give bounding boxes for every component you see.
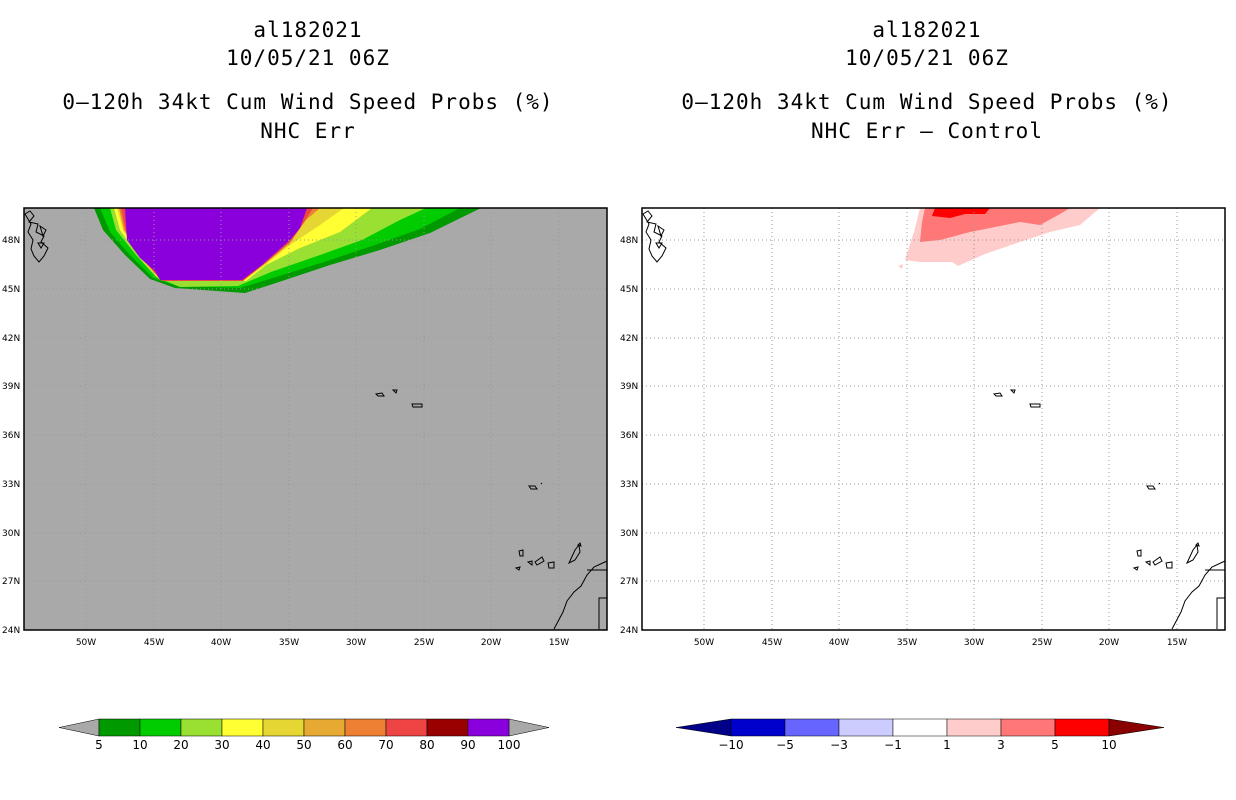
left-colorbar-swatch xyxy=(262,718,305,737)
right-lat-24n: 24N xyxy=(620,626,638,636)
left-colorbar-swatch xyxy=(385,718,428,737)
right-storm-id: al182021 xyxy=(872,18,982,42)
left-lon-20w: 20W xyxy=(481,638,501,648)
right-lon-20w: 20W xyxy=(1099,638,1119,648)
right-colorbar-swatch xyxy=(838,718,894,737)
left-datetime: 10/05/21 06Z xyxy=(226,46,390,70)
left-colorbar-swatch xyxy=(180,718,223,737)
right-colorbar-high-end-triangle xyxy=(1108,718,1165,737)
right-colorbar-swatch xyxy=(730,718,786,737)
left-colorbar-label: 90 xyxy=(460,738,475,752)
left-colorbar-swatch xyxy=(98,718,141,737)
right-lon-30w: 30W xyxy=(964,638,984,648)
right-colorbar-low-end-triangle xyxy=(675,718,732,737)
right-lon-35w: 35W xyxy=(897,638,917,648)
right-colorbar-swatch xyxy=(784,718,840,737)
right-map-background xyxy=(642,208,1225,630)
right-lat-45n: 45N xyxy=(620,285,638,295)
left-colorbar: 5 10 20 30 40 50 60 70 80 90 100 xyxy=(58,718,550,752)
left-colorbar-swatch xyxy=(139,718,182,737)
right-lon-25w: 25W xyxy=(1032,638,1052,648)
diff-speck xyxy=(898,264,903,269)
left-subtitle: NHC Err xyxy=(260,119,356,143)
left-map-background xyxy=(24,208,607,630)
left-lat-24n: 24N xyxy=(2,626,20,636)
left-lon-50w: 50W xyxy=(76,638,96,648)
left-lon-45w: 45W xyxy=(144,638,164,648)
left-lat-33n: 33N xyxy=(2,480,20,490)
right-colorbar-label: 3 xyxy=(997,738,1005,752)
left-lon-40w: 40W xyxy=(211,638,231,648)
left-colorbar-swatch xyxy=(303,718,346,737)
right-colorbar-label: 1 xyxy=(943,738,951,752)
left-lat-48n: 48N xyxy=(2,236,20,246)
left-colorbar-label: 5 xyxy=(95,738,103,752)
right-colorbar-swatch xyxy=(1054,718,1110,737)
right-colorbar-swatch xyxy=(892,718,948,737)
right-lon-15w: 15W xyxy=(1167,638,1187,648)
diff-band-5-to-10 xyxy=(932,208,990,218)
right-map xyxy=(641,207,1226,631)
left-colorbar-high-end-triangle xyxy=(508,718,550,737)
prob-band-100 xyxy=(125,208,307,280)
right-colorbar-label: 5 xyxy=(1051,738,1059,752)
left-colorbar-label: 20 xyxy=(173,738,188,752)
right-colorbar-label: −3 xyxy=(830,738,848,752)
left-product-title: 0–120h 34kt Cum Wind Speed Probs (%) xyxy=(62,90,554,114)
right-colorbar: −10 −5 −3 −1 1 3 5 10 xyxy=(675,718,1165,752)
left-colorbar-label: 10 xyxy=(132,738,147,752)
left-colorbar-swatch xyxy=(467,718,510,737)
right-lon-45w: 45W xyxy=(762,638,782,648)
right-lat-27n: 27N xyxy=(620,577,638,587)
left-lat-45n: 45N xyxy=(2,285,20,295)
left-lon-25w: 25W xyxy=(414,638,434,648)
right-product-title: 0–120h 34kt Cum Wind Speed Probs (%) xyxy=(681,90,1173,114)
left-storm-id: al182021 xyxy=(253,18,363,42)
diff-band-3-to-5 xyxy=(920,208,1070,242)
left-colorbar-low-end-triangle xyxy=(58,718,100,737)
right-lat-36n: 36N xyxy=(620,431,638,441)
left-lat-27n: 27N xyxy=(2,577,20,587)
left-lon-15w: 15W xyxy=(549,638,569,648)
right-datetime: 10/05/21 06Z xyxy=(845,46,1009,70)
left-colorbar-swatch xyxy=(344,718,387,737)
left-lon-35w: 35W xyxy=(279,638,299,648)
left-colorbar-label: 70 xyxy=(378,738,393,752)
right-colorbar-swatch xyxy=(1000,718,1056,737)
right-colorbar-swatch xyxy=(946,718,1002,737)
left-colorbar-swatch xyxy=(426,718,469,737)
right-lon-40w: 40W xyxy=(829,638,849,648)
right-colorbar-label: −5 xyxy=(776,738,794,752)
right-lat-30n: 30N xyxy=(620,529,638,539)
left-colorbar-label: 60 xyxy=(337,738,352,752)
left-lat-30n: 30N xyxy=(2,529,20,539)
left-lon-30w: 30W xyxy=(346,638,366,648)
right-colorbar-label: −1 xyxy=(884,738,902,752)
left-colorbar-label: 100 xyxy=(498,738,521,752)
left-colorbar-label: 50 xyxy=(296,738,311,752)
left-lat-36n: 36N xyxy=(2,431,20,441)
left-colorbar-label: 40 xyxy=(255,738,270,752)
left-colorbar-label: 80 xyxy=(419,738,434,752)
right-lat-33n: 33N xyxy=(620,480,638,490)
right-map-frame xyxy=(641,207,1226,631)
right-lat-42n: 42N xyxy=(620,334,638,344)
left-map xyxy=(23,207,608,631)
right-colorbar-label: 10 xyxy=(1101,738,1116,752)
right-subtitle: NHC Err – Control xyxy=(811,119,1043,143)
right-lat-39n: 39N xyxy=(620,382,638,392)
right-lon-50w: 50W xyxy=(694,638,714,648)
left-lat-39n: 39N xyxy=(2,382,20,392)
right-lat-48n: 48N xyxy=(620,236,638,246)
left-lat-42n: 42N xyxy=(2,334,20,344)
right-colorbar-label: −10 xyxy=(718,738,743,752)
left-colorbar-swatch xyxy=(221,718,264,737)
left-map-frame xyxy=(23,207,608,631)
left-colorbar-label: 30 xyxy=(214,738,229,752)
